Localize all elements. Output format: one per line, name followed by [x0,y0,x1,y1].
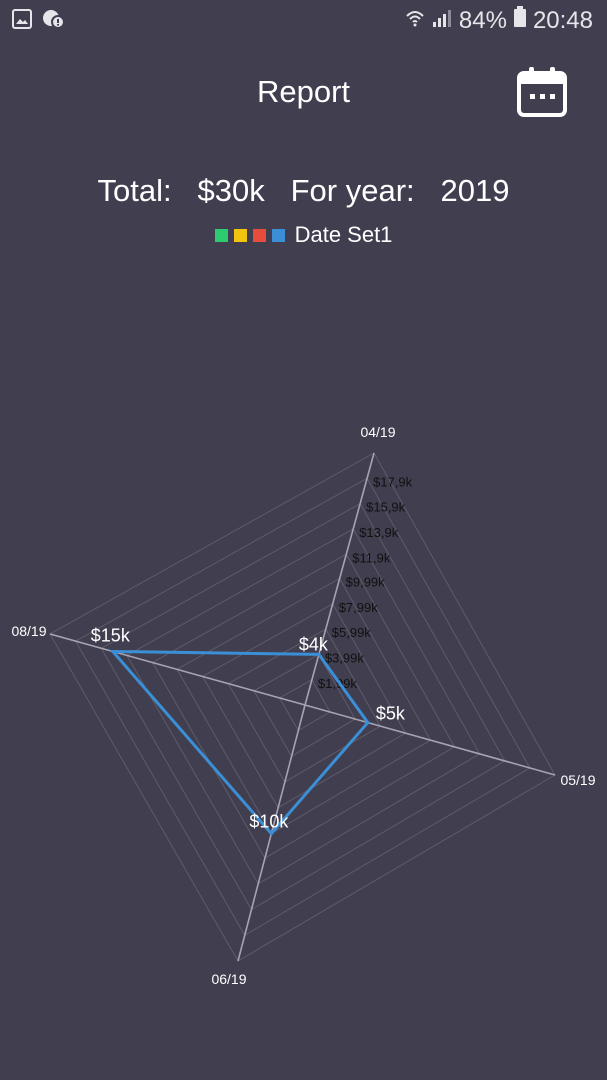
report-summary: Total: $30k For year: 2019 [0,173,607,209]
battery-icon [513,6,527,35]
grid-ring [49,452,556,962]
data-point [317,652,321,656]
legend-label: Date Set1 [294,222,393,247]
status-bar: 84% 20:48 [0,0,607,40]
grid-ring [74,477,531,936]
battery-percent: 84% [458,6,507,34]
tick-label: $9,99k [346,574,386,589]
calendar-button[interactable] [516,66,568,118]
signal-icon [431,7,453,35]
tick-label: $17,9k [373,474,413,489]
legend-swatch-yellow [233,228,247,242]
data-label: $15k [91,625,131,645]
tick-label: $3,99k [325,650,365,665]
tick-label: $7,99k [339,600,379,615]
grid-ring [126,528,481,885]
axis-label: 04/19 [360,424,395,440]
data-point [269,832,273,836]
tick-label: $15,9k [366,500,406,515]
legend-swatch-green [214,228,228,242]
data-point [366,721,370,725]
tick-label: $5,99k [332,625,372,640]
tick-label: $1,99k [318,676,358,691]
axis-label: 05/19 [560,772,595,788]
data-label: $4k [299,634,329,654]
page-title: Report [256,74,351,109]
app-header: Report [0,56,607,126]
data-label: $10k [249,812,289,832]
total-label: Total: [97,173,172,208]
chart-legend: Date Set1 [0,222,607,248]
year-value: 2019 [440,173,510,208]
wifi-icon [405,7,425,35]
calendar-icon [517,67,567,117]
tick-label: $13,9k [359,525,399,540]
axis-line [304,452,375,706]
legend-swatch-red [252,228,266,242]
year-label: For year: [290,173,415,208]
data-label: $5k [376,704,406,724]
total-value: $30k [197,173,265,208]
chat-alert-icon [42,9,65,34]
tick-label: $11,9k [352,550,391,565]
data-point [111,649,115,653]
image-icon [12,9,32,34]
axis-label: 06/19 [211,971,246,987]
legend-swatch-blue [271,228,285,242]
clock: 20:48 [532,6,593,34]
axis-line [304,704,556,776]
axis-line [49,633,306,706]
axis-label: 08/19 [11,623,46,639]
